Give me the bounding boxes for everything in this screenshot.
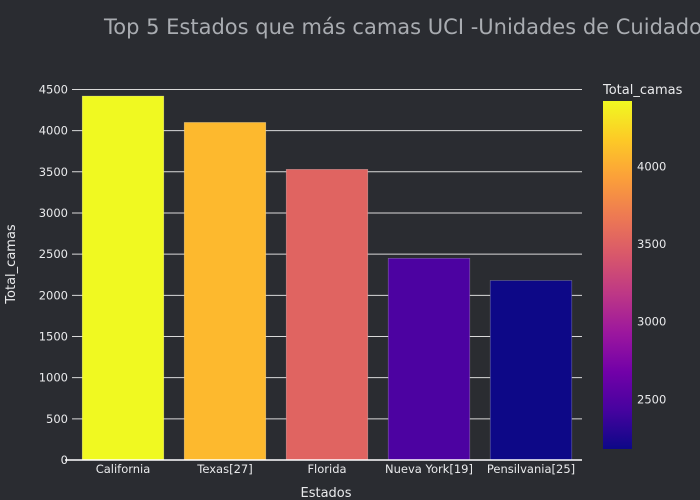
colorbar-gradient: [603, 101, 632, 449]
colorbar-tick-label: 2500: [637, 392, 666, 406]
colorbar-tick-label: 3500: [637, 237, 666, 251]
colorbar-tick-label: 4000: [637, 159, 666, 173]
x-tick-label: Texas[27]: [196, 462, 252, 476]
bar: [285, 169, 369, 461]
x-axis-ticks: California Texas[27] Florida Nueva York[19]…: [96, 462, 575, 476]
y-tick-label: 4000: [39, 124, 68, 138]
x-axis-title: Estados: [300, 486, 351, 500]
colorbar: Total_camas 2500 3000 3500 4000: [602, 83, 683, 449]
bar: [183, 122, 267, 461]
y-tick-label: 3000: [39, 206, 68, 220]
y-tick-label: 2500: [39, 247, 68, 261]
bars: [81, 95, 573, 461]
colorbar-ticks: 2500 3000 3500 4000: [637, 159, 666, 406]
y-axis-title: Total_camas: [4, 224, 19, 305]
colorbar-title: Total_camas: [602, 83, 683, 98]
x-tick-label: Pensilvania[25]: [487, 462, 575, 476]
bar: [489, 280, 573, 461]
y-tick-label: 1000: [39, 371, 68, 385]
x-tick-label: Florida: [307, 462, 346, 476]
bar: [81, 95, 165, 461]
y-tick-label: 0: [61, 453, 68, 467]
bar: [387, 257, 471, 461]
chart-title: Top 5 Estados que más camas UCI -Unidade…: [103, 15, 700, 39]
colorbar-tick-label: 3000: [637, 315, 666, 329]
y-tick-label: 500: [46, 412, 68, 426]
y-tick-label: 3500: [39, 165, 68, 179]
x-tick-label: Nueva York[19]: [385, 462, 473, 476]
y-tick-label: 1500: [39, 329, 68, 343]
y-tick-label: 2000: [39, 288, 68, 302]
y-tick-label: 4500: [39, 82, 68, 96]
x-tick-label: California: [96, 462, 151, 476]
y-axis-ticks: 0 500 1000 1500 2000 2500 3000 3500 4000 4500: [39, 82, 68, 467]
